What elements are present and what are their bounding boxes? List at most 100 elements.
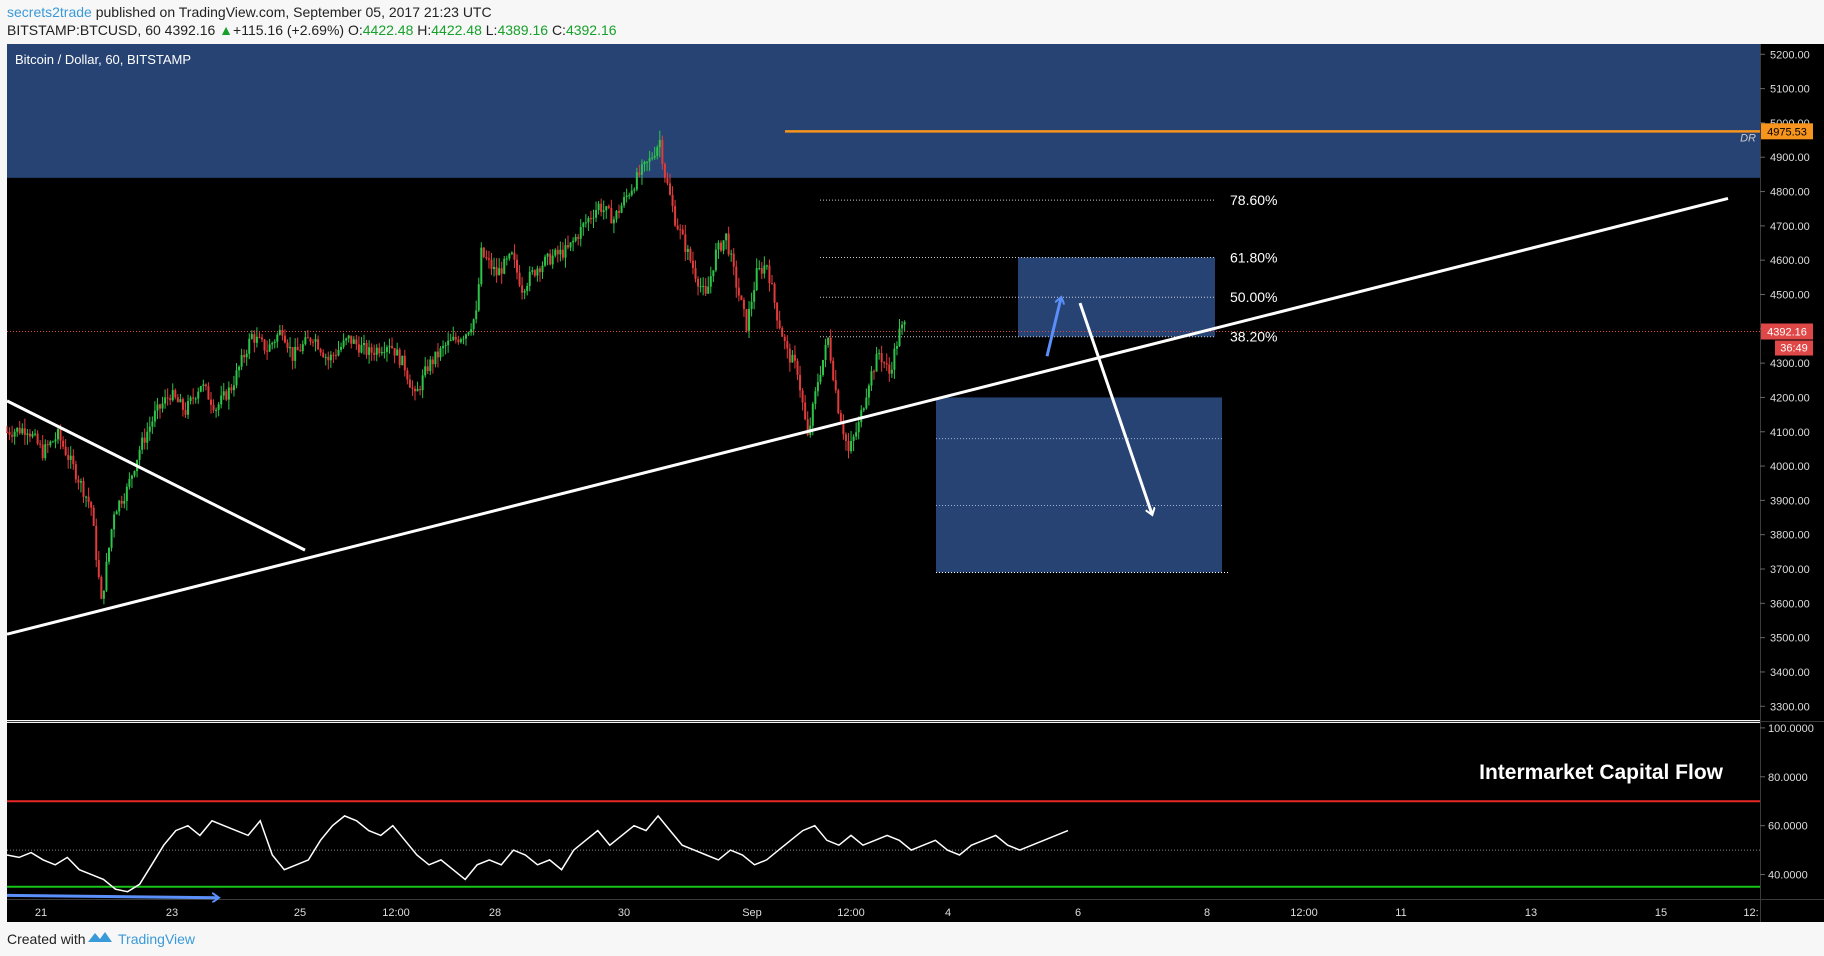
candle-body [732,253,735,267]
candle-body [23,428,26,435]
candle-body [791,354,794,363]
candle-body [289,347,292,349]
candle-body [161,403,164,409]
candle-body [118,500,121,512]
candle-body [592,217,595,219]
candle-body [702,285,705,287]
y-tick-label: 3800.00 [1770,530,1810,542]
candle-body [97,560,100,578]
candle-body [245,353,248,358]
candle-body [261,337,263,340]
indicator-pane[interactable] [7,723,1760,899]
candle-body [143,437,146,443]
y-tick-label: 4100.00 [1770,427,1810,439]
candle-body [804,402,807,420]
candle-body [329,354,332,361]
candle-body [674,206,677,226]
price-change: +115.16 (+2.69%) [233,22,345,38]
candle-body [771,283,773,285]
candle-body [567,245,569,248]
candle-body [26,433,29,435]
candle-body [334,355,337,357]
candle-body [151,421,154,427]
candle-body [215,409,218,411]
candle-body [579,227,582,239]
candle-body [493,267,496,270]
candle-body [459,339,462,343]
price-scale[interactable] [1760,44,1824,899]
candle-body [342,340,345,347]
zone-supply[interactable] [7,44,1760,178]
candle-body [263,339,266,351]
candle-body [169,398,172,401]
zone-target[interactable] [936,397,1222,573]
candle-body [375,347,378,355]
candle-body [408,379,411,388]
footer-bar: Created with TradingView [0,922,1824,956]
author-link[interactable]: secrets2trade [7,4,92,20]
candle-body [148,426,151,432]
candle-body [551,255,554,265]
ind-y-tick-label: 40.0000 [1768,870,1808,882]
x-tick-label: 6 [1075,907,1081,919]
candle-body [373,352,376,355]
candle-body [6,431,8,433]
candle-body [745,309,748,331]
chart-svg[interactable]: 78.60% 61.80% 50.00% 38.20% DR 5200.00 5100.… [0,42,1824,922]
descending-trendline[interactable] [6,399,306,552]
candle-body [222,391,225,396]
candle-body [549,253,552,265]
candle-body [444,345,447,347]
candle-body [850,440,853,452]
candle-body [82,481,85,497]
candle-body [653,155,656,158]
long-trendline[interactable] [6,196,1729,636]
candle-body [113,514,116,530]
candle-body [847,440,850,452]
candle-body [536,268,539,276]
candle-body [799,374,802,391]
y-tick-label: 3700.00 [1770,564,1810,576]
candle-body [740,295,743,300]
indicator-arrow[interactable] [6,895,218,897]
candle-body [187,400,190,415]
candle-body [424,366,427,376]
candle-body [801,390,804,403]
zone-retracement[interactable] [1018,257,1215,337]
candle-body [753,290,756,302]
y-tick-label: 4700.00 [1770,221,1810,233]
candle-body [194,398,197,400]
candle-body [199,386,202,392]
x-tick-label: 12: [1743,907,1758,919]
fib-label-1: 61.80% [1230,249,1277,265]
up-move-arrow[interactable] [1045,298,1061,357]
candle-body [878,353,881,355]
candle-body [202,384,205,387]
countdown-label: 36:49 [1780,343,1808,355]
x-tick-label: 28 [489,907,501,919]
candle-body [248,338,251,354]
candle-body [319,349,322,353]
candle-body [768,265,771,284]
candle-body [92,507,95,526]
candle-body [472,319,475,330]
time-scale[interactable] [7,899,1824,922]
candle-body [268,344,271,352]
candle-body [176,397,179,403]
candle-body [895,346,898,349]
candle-body [630,190,633,196]
candle-body [620,205,623,213]
tradingview-link[interactable]: TradingView [118,931,196,947]
candle-body [312,341,314,343]
candle-body [120,500,123,504]
candle-body [227,387,230,400]
candle-body [513,252,516,260]
candle-body [159,404,161,409]
candle-body [561,249,564,258]
chart-area[interactable]: 78.60% 61.80% 50.00% 38.20% DR 5200.00 5100.… [0,42,1824,922]
candle-body [74,464,77,480]
down-projection-arrow[interactable] [1078,302,1152,514]
candle-body [146,431,149,443]
candle-body [569,242,572,248]
candle-body [57,428,59,440]
